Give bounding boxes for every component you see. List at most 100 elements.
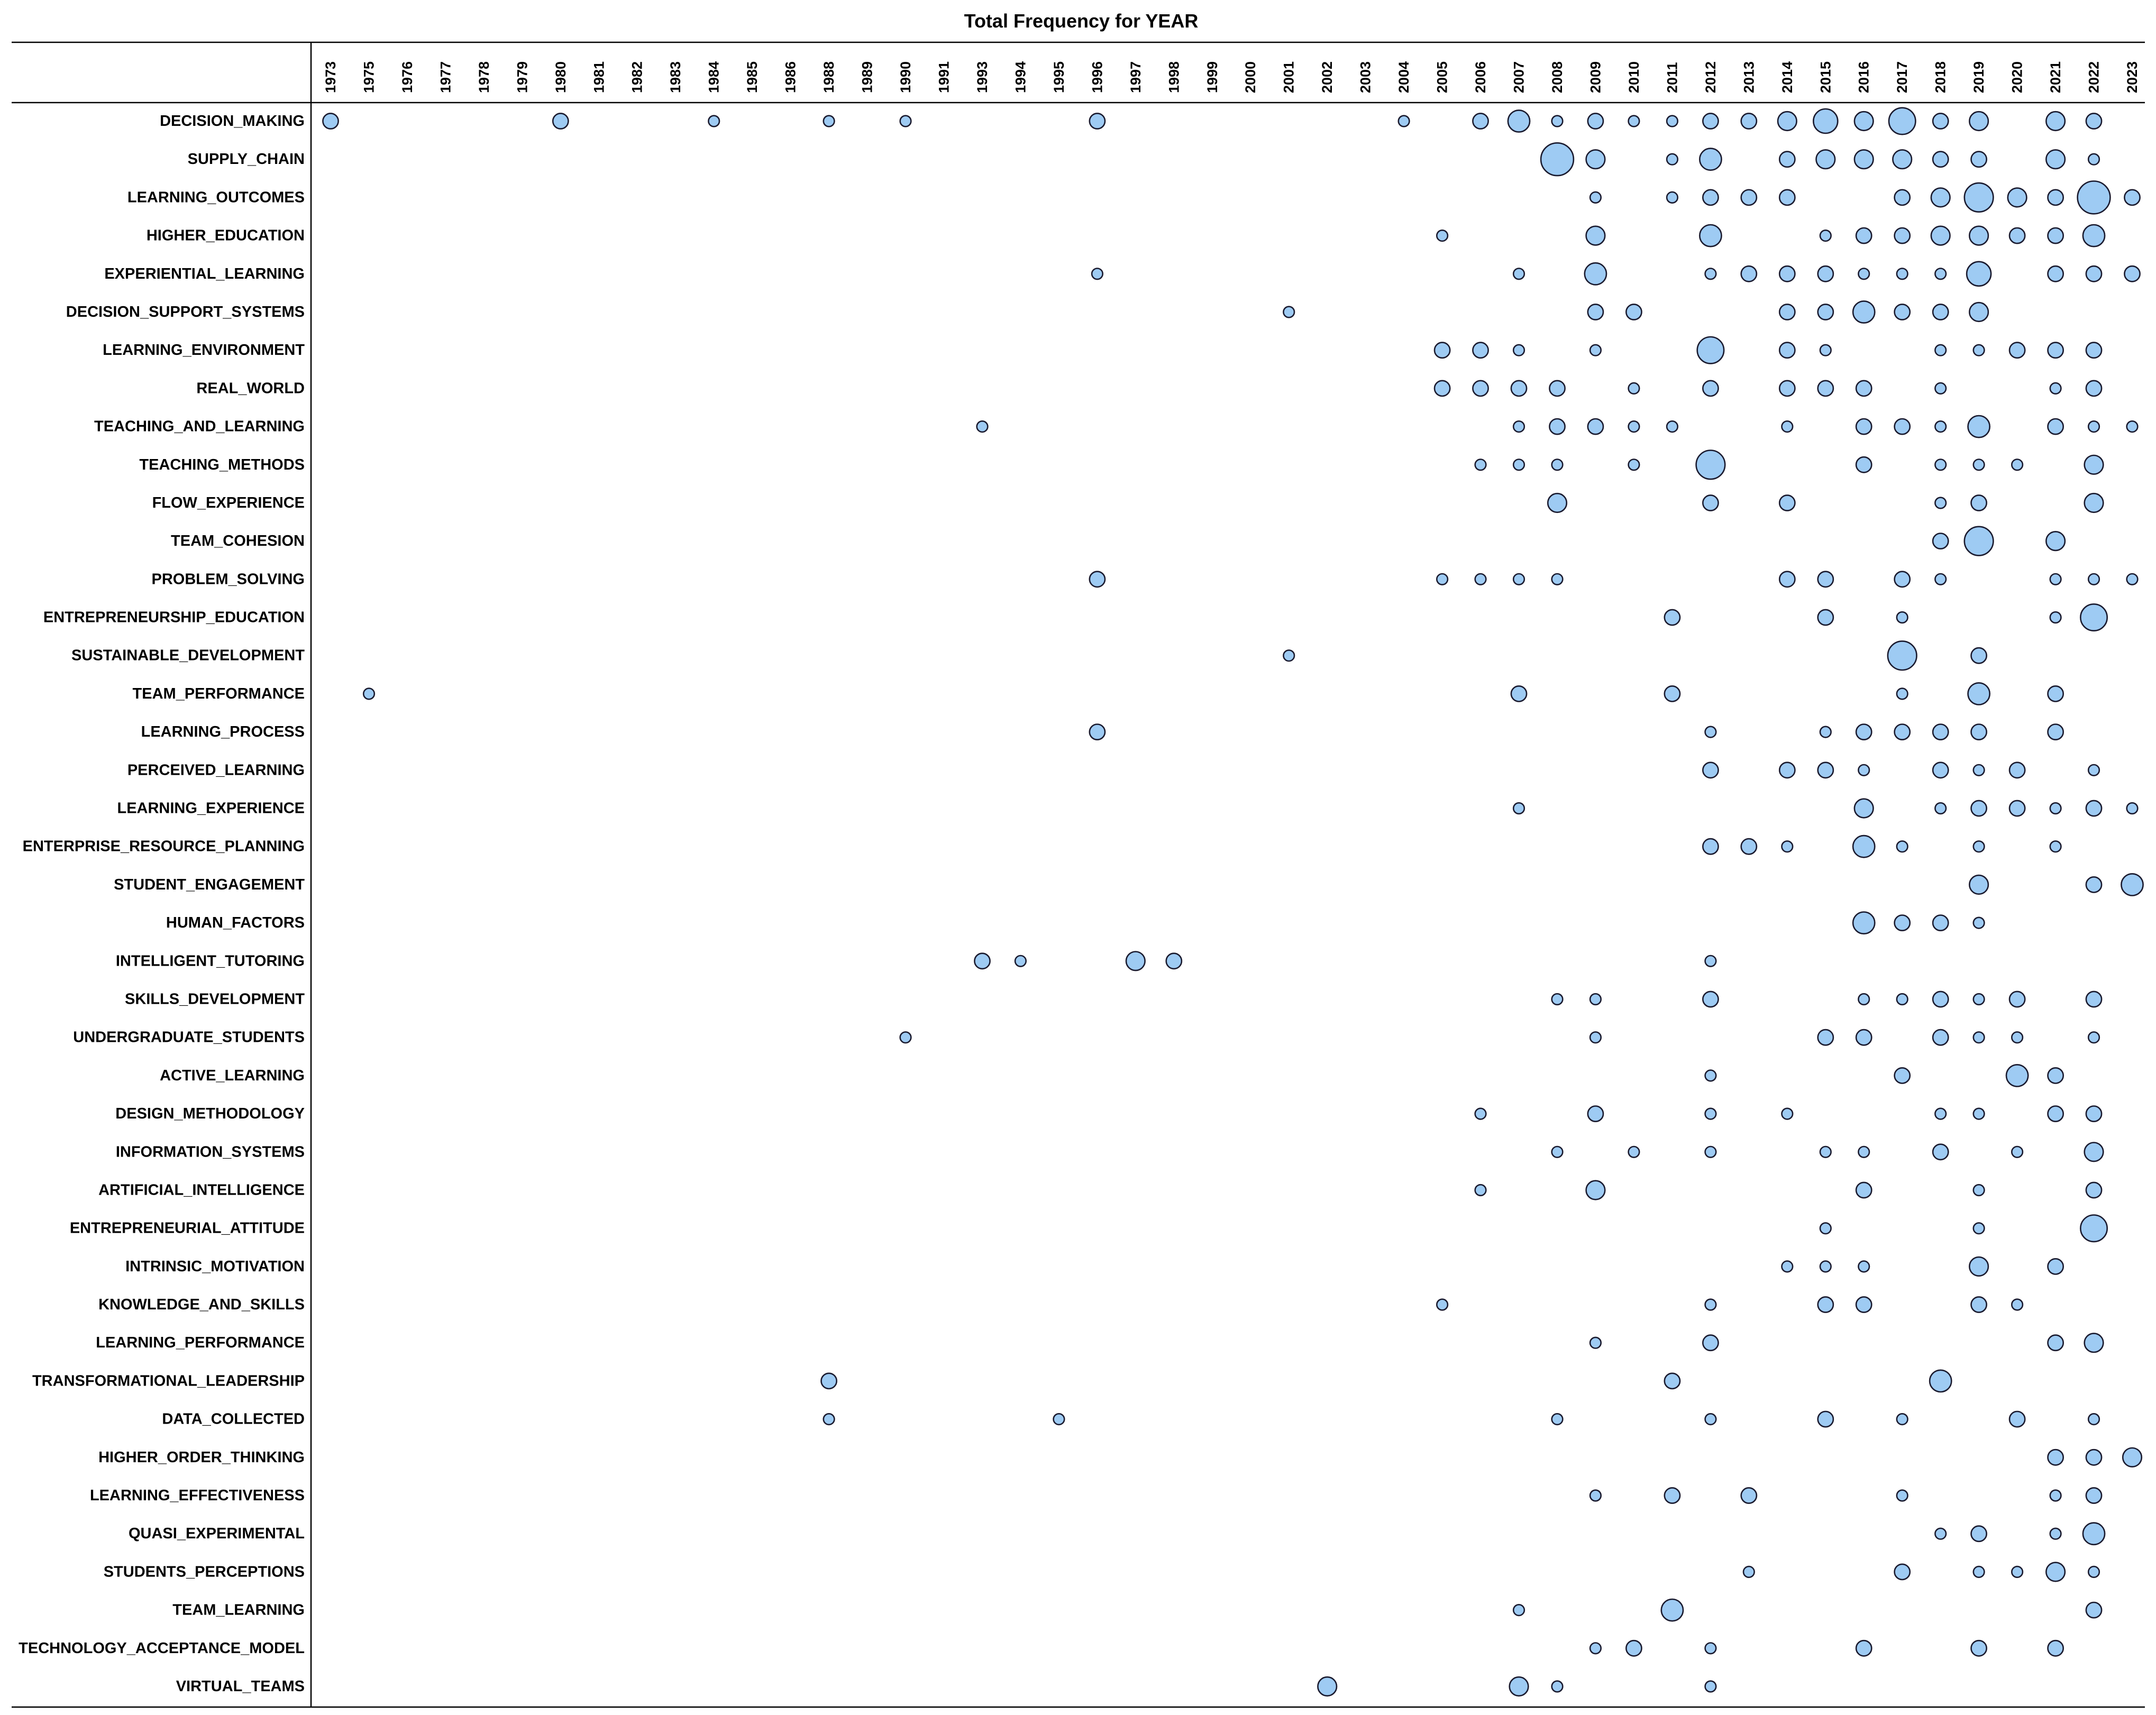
bubble-point	[1934, 458, 1947, 471]
bubble-point	[2049, 840, 2062, 853]
bubble-point	[1702, 380, 1719, 397]
bubble-point	[1664, 685, 1681, 702]
bubble-point	[1932, 1143, 1949, 1161]
bubble-point	[1625, 1639, 1642, 1657]
bubble-point	[1855, 1181, 1872, 1199]
bubble-point	[1894, 571, 1911, 588]
x-tick-label: 2014	[1779, 61, 1795, 93]
bubble-point	[2045, 149, 2066, 170]
bubble-point	[1932, 991, 1949, 1008]
bubble-point	[2047, 1105, 2064, 1123]
bubble-point	[1472, 113, 1489, 130]
bubble-point	[1474, 1107, 1487, 1120]
bubble-point	[2077, 180, 2111, 215]
bubble-point	[1702, 494, 1719, 511]
bubble-point	[1813, 108, 1839, 134]
bubble-point	[1855, 456, 1872, 473]
bubble-point	[1858, 268, 1870, 280]
bubble-point	[1894, 723, 1911, 741]
bubble-point	[1589, 1642, 1602, 1655]
y-tick-label: LEARNING_EXPERIENCE	[117, 800, 305, 817]
bubble-point	[1852, 300, 1876, 324]
bubble-series	[322, 107, 2144, 1697]
bubble-point	[1972, 993, 1985, 1006]
y-tick-label: DECISION_SUPPORT_SYSTEMS	[66, 304, 305, 320]
bubble-point	[1589, 191, 1602, 204]
bubble-point	[1704, 726, 1717, 738]
bubble-point	[2049, 802, 2062, 815]
x-tick-label: 2009	[1587, 61, 1603, 93]
bubble-point	[1778, 571, 1796, 588]
bubble-point	[1436, 230, 1449, 242]
bubble-point	[1817, 1296, 1834, 1313]
x-tick-label: 2008	[1549, 61, 1565, 93]
bubble-point	[1894, 1067, 1911, 1084]
x-tick-label: 1998	[1166, 61, 1182, 93]
y-tick-label: TRANSFORMATIONAL_LEADERSHIP	[32, 1372, 305, 1389]
bubble-point	[2126, 802, 2139, 815]
bubble-point	[1970, 494, 1988, 511]
bubble-point	[1283, 649, 1295, 662]
bubble-point	[1472, 380, 1489, 397]
bubble-point	[1896, 1489, 1908, 1502]
bubble-point	[1969, 301, 1989, 323]
bubble-point	[1547, 492, 1568, 513]
bubble-point	[1966, 261, 1992, 287]
bubble-point	[552, 113, 569, 130]
bubble-point	[2005, 1064, 2029, 1087]
bubble-point	[1089, 113, 1106, 130]
bubble-point	[1858, 764, 1870, 776]
bubble-point	[2045, 111, 2066, 132]
bubble-point	[1781, 1260, 1794, 1273]
bubble-point	[1972, 840, 1985, 853]
x-tick-label: 1997	[1128, 61, 1144, 93]
y-tick-label: SUPPLY_CHAIN	[188, 151, 305, 168]
bubble-point	[1510, 380, 1528, 397]
bubble-point	[1551, 1413, 1564, 1426]
bubble-point	[1819, 726, 1832, 738]
bubble-point	[1585, 225, 1606, 246]
y-tick-label: STUDENT_ENGAGEMENT	[114, 876, 305, 893]
bubble-point	[1781, 840, 1794, 853]
y-tick-label: HIGHER_ORDER_THINKING	[98, 1449, 305, 1466]
bubble-point	[1666, 191, 1678, 204]
bubble-point	[2087, 1413, 2100, 1426]
bubble-point	[2126, 573, 2139, 585]
bubble-point	[1089, 571, 1106, 588]
bubble-point	[1896, 840, 1908, 853]
bubble-point	[1853, 111, 1874, 132]
bubble-point	[1628, 458, 1640, 471]
bubble-point	[1666, 420, 1678, 433]
bubble-point	[2084, 1142, 2104, 1162]
x-tick-label: 2013	[1741, 61, 1757, 93]
bubble-point	[1934, 382, 1947, 395]
bubble-point	[2124, 265, 2141, 282]
bubble-point	[1930, 225, 1951, 246]
x-tick-label: 1981	[591, 61, 607, 93]
bubble-point	[1932, 762, 1949, 779]
bubble-point	[1970, 1525, 1988, 1543]
bubble-point	[1587, 1105, 1604, 1123]
bubble-point	[2087, 573, 2100, 585]
bubble-point	[2126, 420, 2139, 433]
bubble-point	[1934, 268, 1947, 280]
bubble-point	[1589, 1489, 1602, 1502]
x-tick-label: 2012	[1703, 61, 1719, 93]
bubble-point	[1894, 418, 1911, 435]
bubble-point	[2087, 764, 2100, 776]
x-tick-label: 2003	[1358, 61, 1374, 93]
bubble-point	[1934, 497, 1947, 509]
bubble-point	[2080, 603, 2108, 632]
bubble-point	[2085, 800, 2103, 817]
bubble-point	[1970, 1296, 1988, 1313]
bubble-point	[2082, 224, 2106, 247]
x-tick-label: 2005	[1435, 61, 1450, 93]
bubble-point	[1664, 609, 1681, 626]
bubble-point	[1932, 914, 1949, 932]
bubble-point	[2049, 611, 2062, 624]
bubble-point	[1894, 1563, 1911, 1581]
bubble-point	[1855, 1029, 1872, 1046]
x-tick-label: 2015	[1817, 61, 1833, 93]
bubble-point	[1778, 265, 1796, 282]
